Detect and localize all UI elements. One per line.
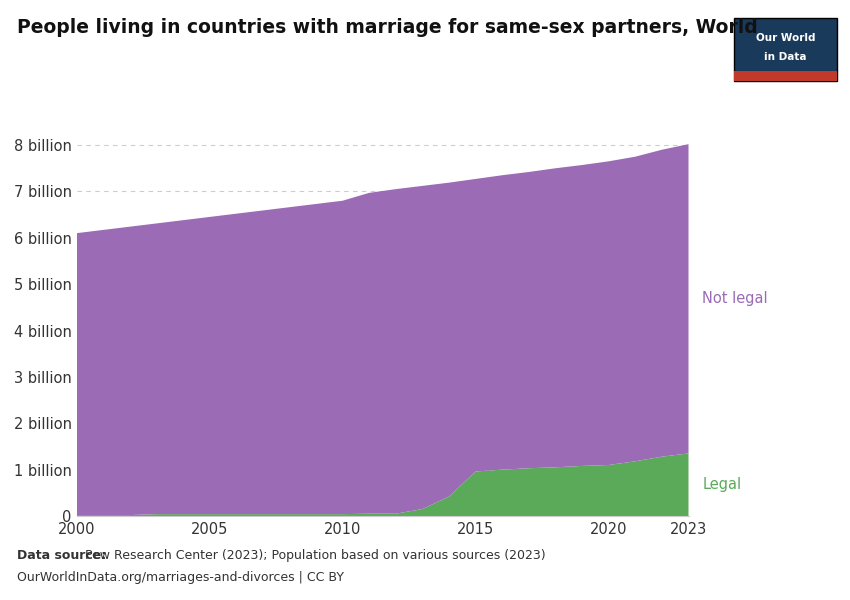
Text: People living in countries with marriage for same-sex partners, World: People living in countries with marriage…: [17, 18, 757, 37]
Text: OurWorldInData.org/marriages-and-divorces | CC BY: OurWorldInData.org/marriages-and-divorce…: [17, 571, 344, 584]
Bar: [734, 71, 837, 81]
FancyBboxPatch shape: [734, 18, 837, 81]
Text: Pew Research Center (2023); Population based on various sources (2023): Pew Research Center (2023); Population b…: [81, 549, 546, 562]
Text: in Data: in Data: [764, 52, 807, 62]
Text: Data source:: Data source:: [17, 549, 106, 562]
Text: Not legal: Not legal: [702, 290, 768, 305]
Text: Legal: Legal: [702, 477, 741, 492]
Text: Our World: Our World: [756, 33, 815, 43]
